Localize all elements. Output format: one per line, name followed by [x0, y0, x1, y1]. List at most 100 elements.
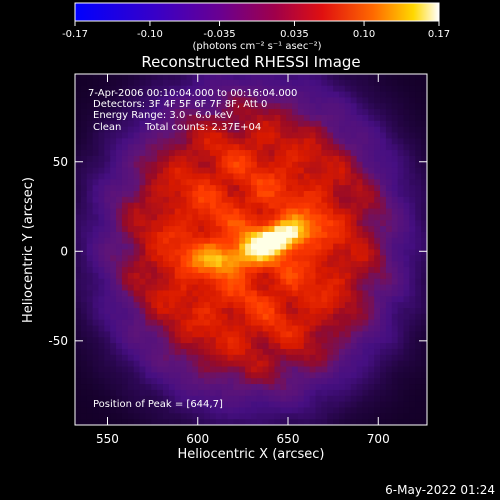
heatmap-cell	[321, 74, 328, 81]
heatmap-cell	[92, 237, 100, 245]
heatmap-cell	[380, 214, 387, 221]
heatmap-cell	[309, 132, 317, 139]
heatmap-cell	[151, 167, 158, 175]
heatmap-cell	[409, 144, 416, 151]
heatmap-cell	[145, 109, 152, 116]
heatmap-cell	[174, 138, 182, 145]
heatmap-cell	[280, 372, 287, 379]
heatmap-cell	[186, 313, 193, 321]
heatmap-cell	[239, 126, 246, 134]
heatmap-cell	[127, 366, 135, 373]
heatmap-cell	[274, 179, 281, 186]
heatmap-cell	[157, 348, 164, 356]
heatmap-cell	[262, 114, 270, 122]
heatmap-cell	[110, 91, 117, 98]
heatmap-cell	[192, 202, 199, 210]
heatmap-cell	[198, 202, 205, 210]
heatmap-cell	[104, 296, 111, 303]
heatmap-cell	[297, 407, 305, 414]
heatmap-cell	[374, 173, 381, 180]
heatmap-cell	[121, 395, 129, 403]
heatmap-cell	[256, 319, 264, 327]
heatmap-cell	[327, 208, 334, 215]
heatmap-cell	[415, 348, 422, 356]
heatmap-cell	[380, 366, 387, 373]
heatmap-cell	[262, 401, 270, 409]
heatmap-cell	[268, 120, 276, 128]
heatmap-cell	[133, 419, 141, 425]
heatmap-cell	[168, 284, 176, 292]
heatmap-cell	[339, 109, 346, 116]
heatmap-cell	[344, 401, 352, 409]
heatmap-cell	[397, 109, 405, 116]
heatmap-cell	[374, 413, 381, 420]
heatmap-cell	[380, 267, 387, 274]
heatmap-cell	[168, 103, 176, 110]
heatmap-cell	[133, 319, 141, 327]
heatmap-cell	[133, 231, 141, 239]
heatmap-cell	[409, 138, 416, 145]
heatmap-cell	[421, 284, 427, 292]
heatmap-cell	[92, 360, 100, 368]
heatmap-cell	[380, 120, 387, 128]
heatmap-cell	[168, 79, 176, 87]
heatmap-cell	[239, 296, 246, 303]
heatmap-cell	[215, 103, 223, 110]
heatmap-cell	[262, 214, 270, 221]
heatmap-cell	[92, 413, 100, 420]
heatmap-cell	[163, 191, 170, 198]
heatmap-cell	[374, 155, 381, 163]
heatmap-cell	[245, 173, 252, 180]
heatmap-cell	[221, 331, 229, 338]
heatmap-cell	[145, 261, 152, 268]
heatmap-cell	[157, 401, 164, 409]
heatmap-cell	[133, 85, 141, 93]
heatmap-cell	[174, 401, 182, 409]
heatmap-cell	[368, 384, 375, 391]
heatmap-cell	[186, 196, 193, 204]
heatmap-cell	[421, 138, 427, 145]
heatmap-cell	[421, 313, 427, 321]
heatmap-cell	[139, 208, 146, 215]
heatmap-cell	[403, 395, 410, 403]
heatmap-cell	[151, 138, 158, 145]
heatmap-cell	[198, 237, 205, 245]
heatmap-cell	[157, 413, 164, 420]
heatmap-cell	[98, 191, 105, 198]
heatmap-cell	[356, 348, 364, 356]
heatmap-cell	[98, 179, 105, 186]
heatmap-cell	[227, 91, 234, 98]
heatmap-cell	[98, 208, 105, 215]
heatmap-cell	[374, 378, 381, 385]
heatmap-cell	[245, 155, 252, 163]
heatmap-cell	[333, 120, 340, 128]
heatmap-cell	[280, 144, 287, 151]
heatmap-cell	[397, 138, 405, 145]
heatmap-cell	[75, 196, 82, 204]
heatmap-cell	[157, 144, 164, 151]
heatmap-cell	[204, 255, 211, 262]
heatmap-cell	[127, 220, 135, 227]
heatmap-cell	[157, 419, 164, 425]
heatmap-cell	[356, 272, 364, 280]
heatmap-cell	[186, 243, 193, 251]
heatmap-cell	[98, 419, 105, 425]
heatmap-cell	[303, 79, 311, 87]
heatmap-cell	[239, 74, 246, 81]
heatmap-cell	[309, 237, 317, 245]
heatmap-cell	[297, 114, 305, 122]
time-range-text: 7-Apr-2006 00:10:04.000 to 00:16:04.000	[88, 88, 297, 99]
heatmap-cell	[327, 167, 334, 175]
heatmap-cell	[80, 290, 88, 297]
heatmap-cell	[163, 348, 170, 356]
heatmap-cell	[309, 208, 317, 215]
heatmap-cell	[151, 313, 158, 321]
heatmap-cell	[133, 395, 141, 403]
heatmap-cell	[104, 220, 111, 227]
heatmap-cell	[245, 179, 252, 186]
heatmap-cell	[292, 284, 299, 292]
heatmap-cell	[327, 284, 334, 292]
heatmap-cell	[344, 126, 352, 134]
heatmap-cell	[121, 226, 129, 233]
heatmap-cell	[139, 103, 146, 110]
